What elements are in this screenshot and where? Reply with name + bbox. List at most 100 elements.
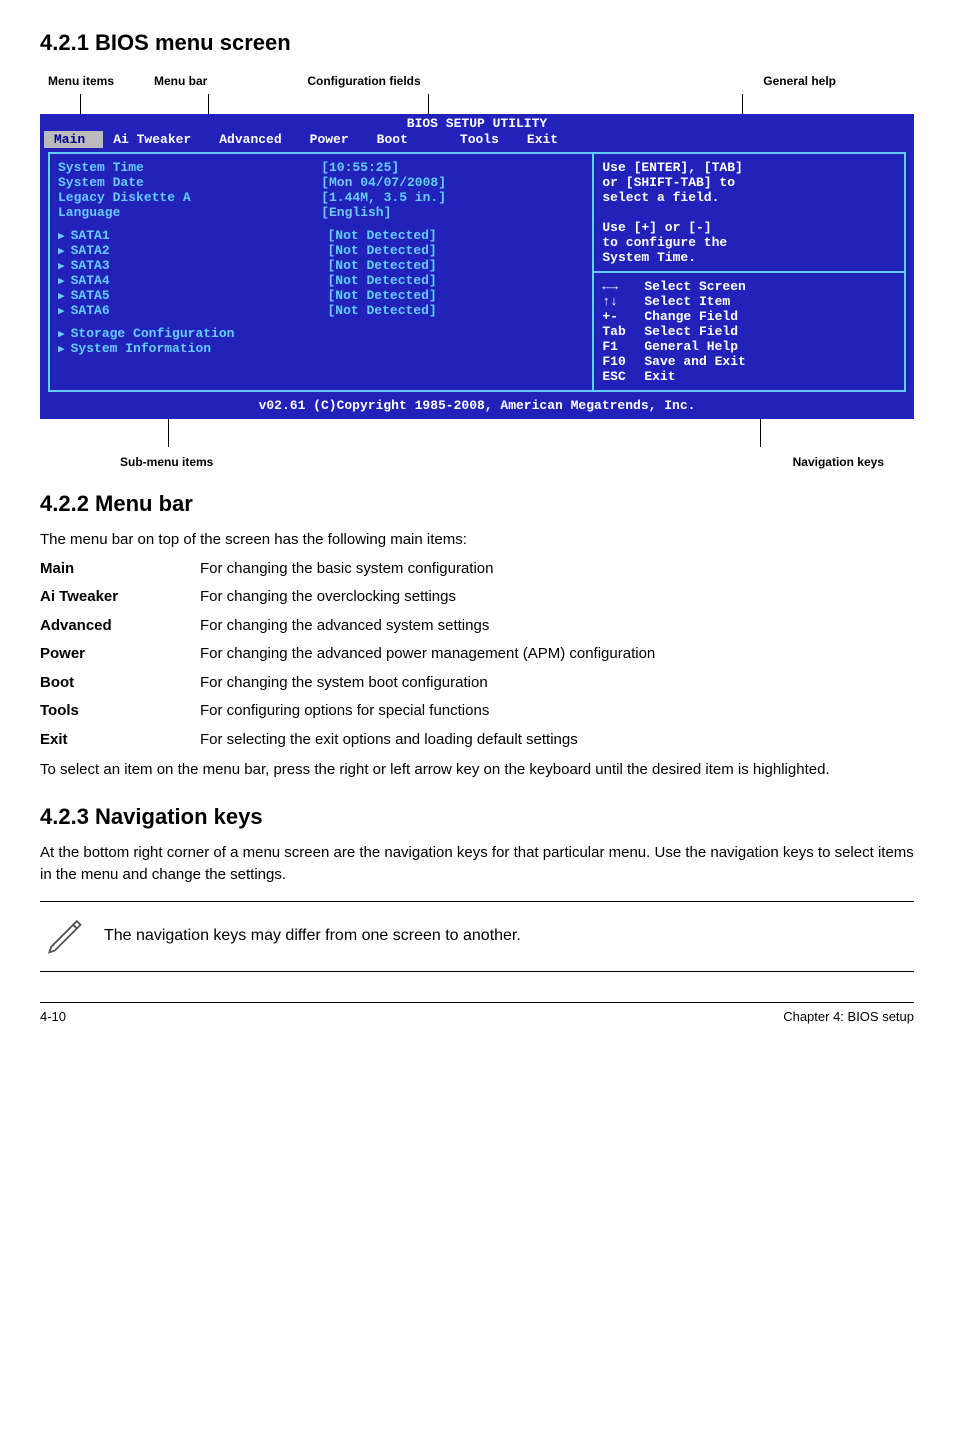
def-term: Ai Tweaker: [40, 586, 200, 609]
help-desc: Select Item: [644, 294, 730, 309]
item-value: [Not Detected]: [328, 243, 585, 258]
bottom-labels: Sub-menu items Navigation keys: [40, 455, 914, 469]
def-term: Advanced: [40, 615, 200, 638]
item-sata5[interactable]: ▶ SATA5 [Not Detected]: [58, 288, 584, 303]
help-row: Tab Select Field: [602, 324, 896, 339]
def-term: Main: [40, 558, 200, 581]
item-system-date[interactable]: System Date [Mon 04/07/2008]: [58, 175, 584, 190]
menu-tab-tools[interactable]: Tools: [450, 131, 517, 148]
help-key: Tab: [602, 324, 638, 339]
item-sata1[interactable]: ▶ SATA1 [Not Detected]: [58, 228, 584, 243]
item-value: [Not Detected]: [328, 228, 585, 243]
bios-footer: v02.61 (C)Copyright 1985-2008, American …: [40, 396, 914, 415]
def-term: Power: [40, 643, 200, 666]
label-navigation-keys: Navigation keys: [793, 455, 884, 469]
help-key: ↑↓: [602, 294, 638, 309]
help-desc: Select Field: [644, 324, 738, 339]
help-line: to configure the: [602, 235, 896, 250]
help-desc: Exit: [644, 369, 675, 384]
item-label: SATA6: [71, 303, 328, 318]
help-line: Use [ENTER], [TAB]: [602, 160, 896, 175]
help-key: F10: [602, 354, 638, 369]
help-line: or [SHIFT-TAB] to: [602, 175, 896, 190]
menu-tab-main[interactable]: Main: [44, 131, 103, 148]
menu-tab-exit[interactable]: Exit: [517, 131, 576, 148]
def-row: BootFor changing the system boot configu…: [40, 672, 914, 695]
item-value: [Not Detected]: [328, 303, 585, 318]
item-value: [Not Detected]: [328, 258, 585, 273]
note-block: The navigation keys may differ from one …: [40, 901, 914, 972]
item-sata2[interactable]: ▶ SATA2 [Not Detected]: [58, 243, 584, 258]
chapter-label: Chapter 4: BIOS setup: [783, 1009, 914, 1024]
help-row: F10Save and Exit: [602, 354, 896, 369]
sec422-outro: To select an item on the menu bar, press…: [40, 759, 914, 782]
item-label: Storage Configuration: [71, 326, 235, 341]
item-label: Language: [58, 205, 321, 220]
page-number: 4-10: [40, 1009, 66, 1024]
bios-left-panel: System Time [10:55:25] System Date [Mon …: [50, 154, 592, 390]
help-key: ←→: [602, 279, 638, 294]
triangle-icon: ▶: [58, 229, 65, 243]
label-menu-items: Menu items: [48, 74, 114, 88]
help-line: Use [+] or [-]: [602, 220, 896, 235]
item-sata6[interactable]: ▶ SATA6 [Not Detected]: [58, 303, 584, 318]
item-diskette[interactable]: Legacy Diskette A [1.44M, 3.5 in.]: [58, 190, 584, 205]
item-value: [Not Detected]: [328, 288, 585, 303]
help-desc: Change Field: [644, 309, 738, 324]
def-term: Exit: [40, 729, 200, 752]
item-label: SATA1: [71, 228, 328, 243]
heading-422: 4.2.2 Menu bar: [40, 491, 914, 517]
help-line: System Time.: [602, 250, 896, 265]
item-value: [Mon 04/07/2008]: [321, 175, 584, 190]
heading-423: 4.2.3 Navigation keys: [40, 804, 914, 830]
menu-tab-power[interactable]: Power: [300, 131, 367, 148]
item-value: [1.44M, 3.5 in.]: [321, 190, 584, 205]
menu-tab-boot[interactable]: Boot: [367, 131, 426, 148]
item-sata3[interactable]: ▶ SATA3 [Not Detected]: [58, 258, 584, 273]
help-lower: ←→Select Screen ↑↓Select Item +-Change F…: [594, 271, 904, 390]
item-label: SATA2: [71, 243, 328, 258]
item-system-time[interactable]: System Time [10:55:25]: [58, 160, 584, 175]
item-label: System Information: [71, 341, 211, 356]
def-row: ToolsFor configuring options for special…: [40, 700, 914, 723]
def-row: Ai TweakerFor changing the overclocking …: [40, 586, 914, 609]
triangle-icon: ▶: [58, 342, 65, 356]
def-row: AdvancedFor changing the advanced system…: [40, 615, 914, 638]
label-menu-bar: Menu bar: [154, 74, 207, 88]
def-row: ExitFor selecting the exit options and l…: [40, 729, 914, 752]
note-text: The navigation keys may differ from one …: [104, 927, 521, 945]
help-key: F1: [602, 339, 638, 354]
triangle-icon: ▶: [58, 327, 65, 341]
item-system-info[interactable]: ▶ System Information: [58, 341, 584, 356]
item-storage-config[interactable]: ▶ Storage Configuration: [58, 326, 584, 341]
triangle-icon: ▶: [58, 304, 65, 318]
help-row: ←→Select Screen: [602, 279, 896, 294]
item-language[interactable]: Language [English]: [58, 205, 584, 220]
def-desc: For configuring options for special func…: [200, 700, 914, 723]
help-upper: Use [ENTER], [TAB] or [SHIFT-TAB] to sel…: [594, 154, 904, 271]
item-label: System Time: [58, 160, 321, 175]
menu-tab-advanced[interactable]: Advanced: [209, 131, 299, 148]
pencil-icon: [42, 912, 86, 961]
triangle-icon: ▶: [58, 289, 65, 303]
bottom-pointer-lines: [40, 419, 914, 455]
def-desc: For changing the advanced system setting…: [200, 615, 914, 638]
def-desc: For changing the system boot configurati…: [200, 672, 914, 695]
label-submenu-items: Sub-menu items: [120, 455, 213, 469]
top-pointer-lines: [40, 92, 914, 114]
item-label: SATA5: [71, 288, 328, 303]
label-general-help: General help: [763, 74, 836, 88]
def-row: PowerFor changing the advanced power man…: [40, 643, 914, 666]
def-desc: For changing the basic system configurat…: [200, 558, 914, 581]
item-sata4[interactable]: ▶ SATA4 [Not Detected]: [58, 273, 584, 288]
sec422-intro: The menu bar on top of the screen has th…: [40, 529, 914, 552]
triangle-icon: ▶: [58, 244, 65, 258]
item-label: Legacy Diskette A: [58, 190, 321, 205]
help-desc: General Help: [644, 339, 738, 354]
item-value: [Not Detected]: [328, 273, 585, 288]
label-config-fields: Configuration fields: [307, 74, 420, 88]
def-term: Boot: [40, 672, 200, 695]
help-line: select a field.: [602, 190, 896, 205]
def-desc: For changing the advanced power manageme…: [200, 643, 914, 666]
menu-tab-aitweaker[interactable]: Ai Tweaker: [103, 131, 209, 148]
